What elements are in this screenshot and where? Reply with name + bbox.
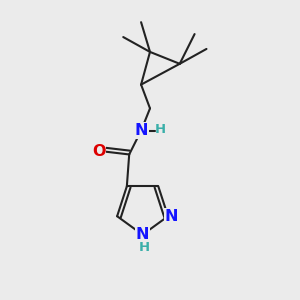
Text: H: H (155, 123, 166, 136)
Text: N: N (136, 227, 149, 242)
Text: N: N (134, 123, 148, 138)
Text: O: O (92, 144, 105, 159)
Text: N: N (165, 209, 178, 224)
Text: H: H (139, 241, 150, 254)
